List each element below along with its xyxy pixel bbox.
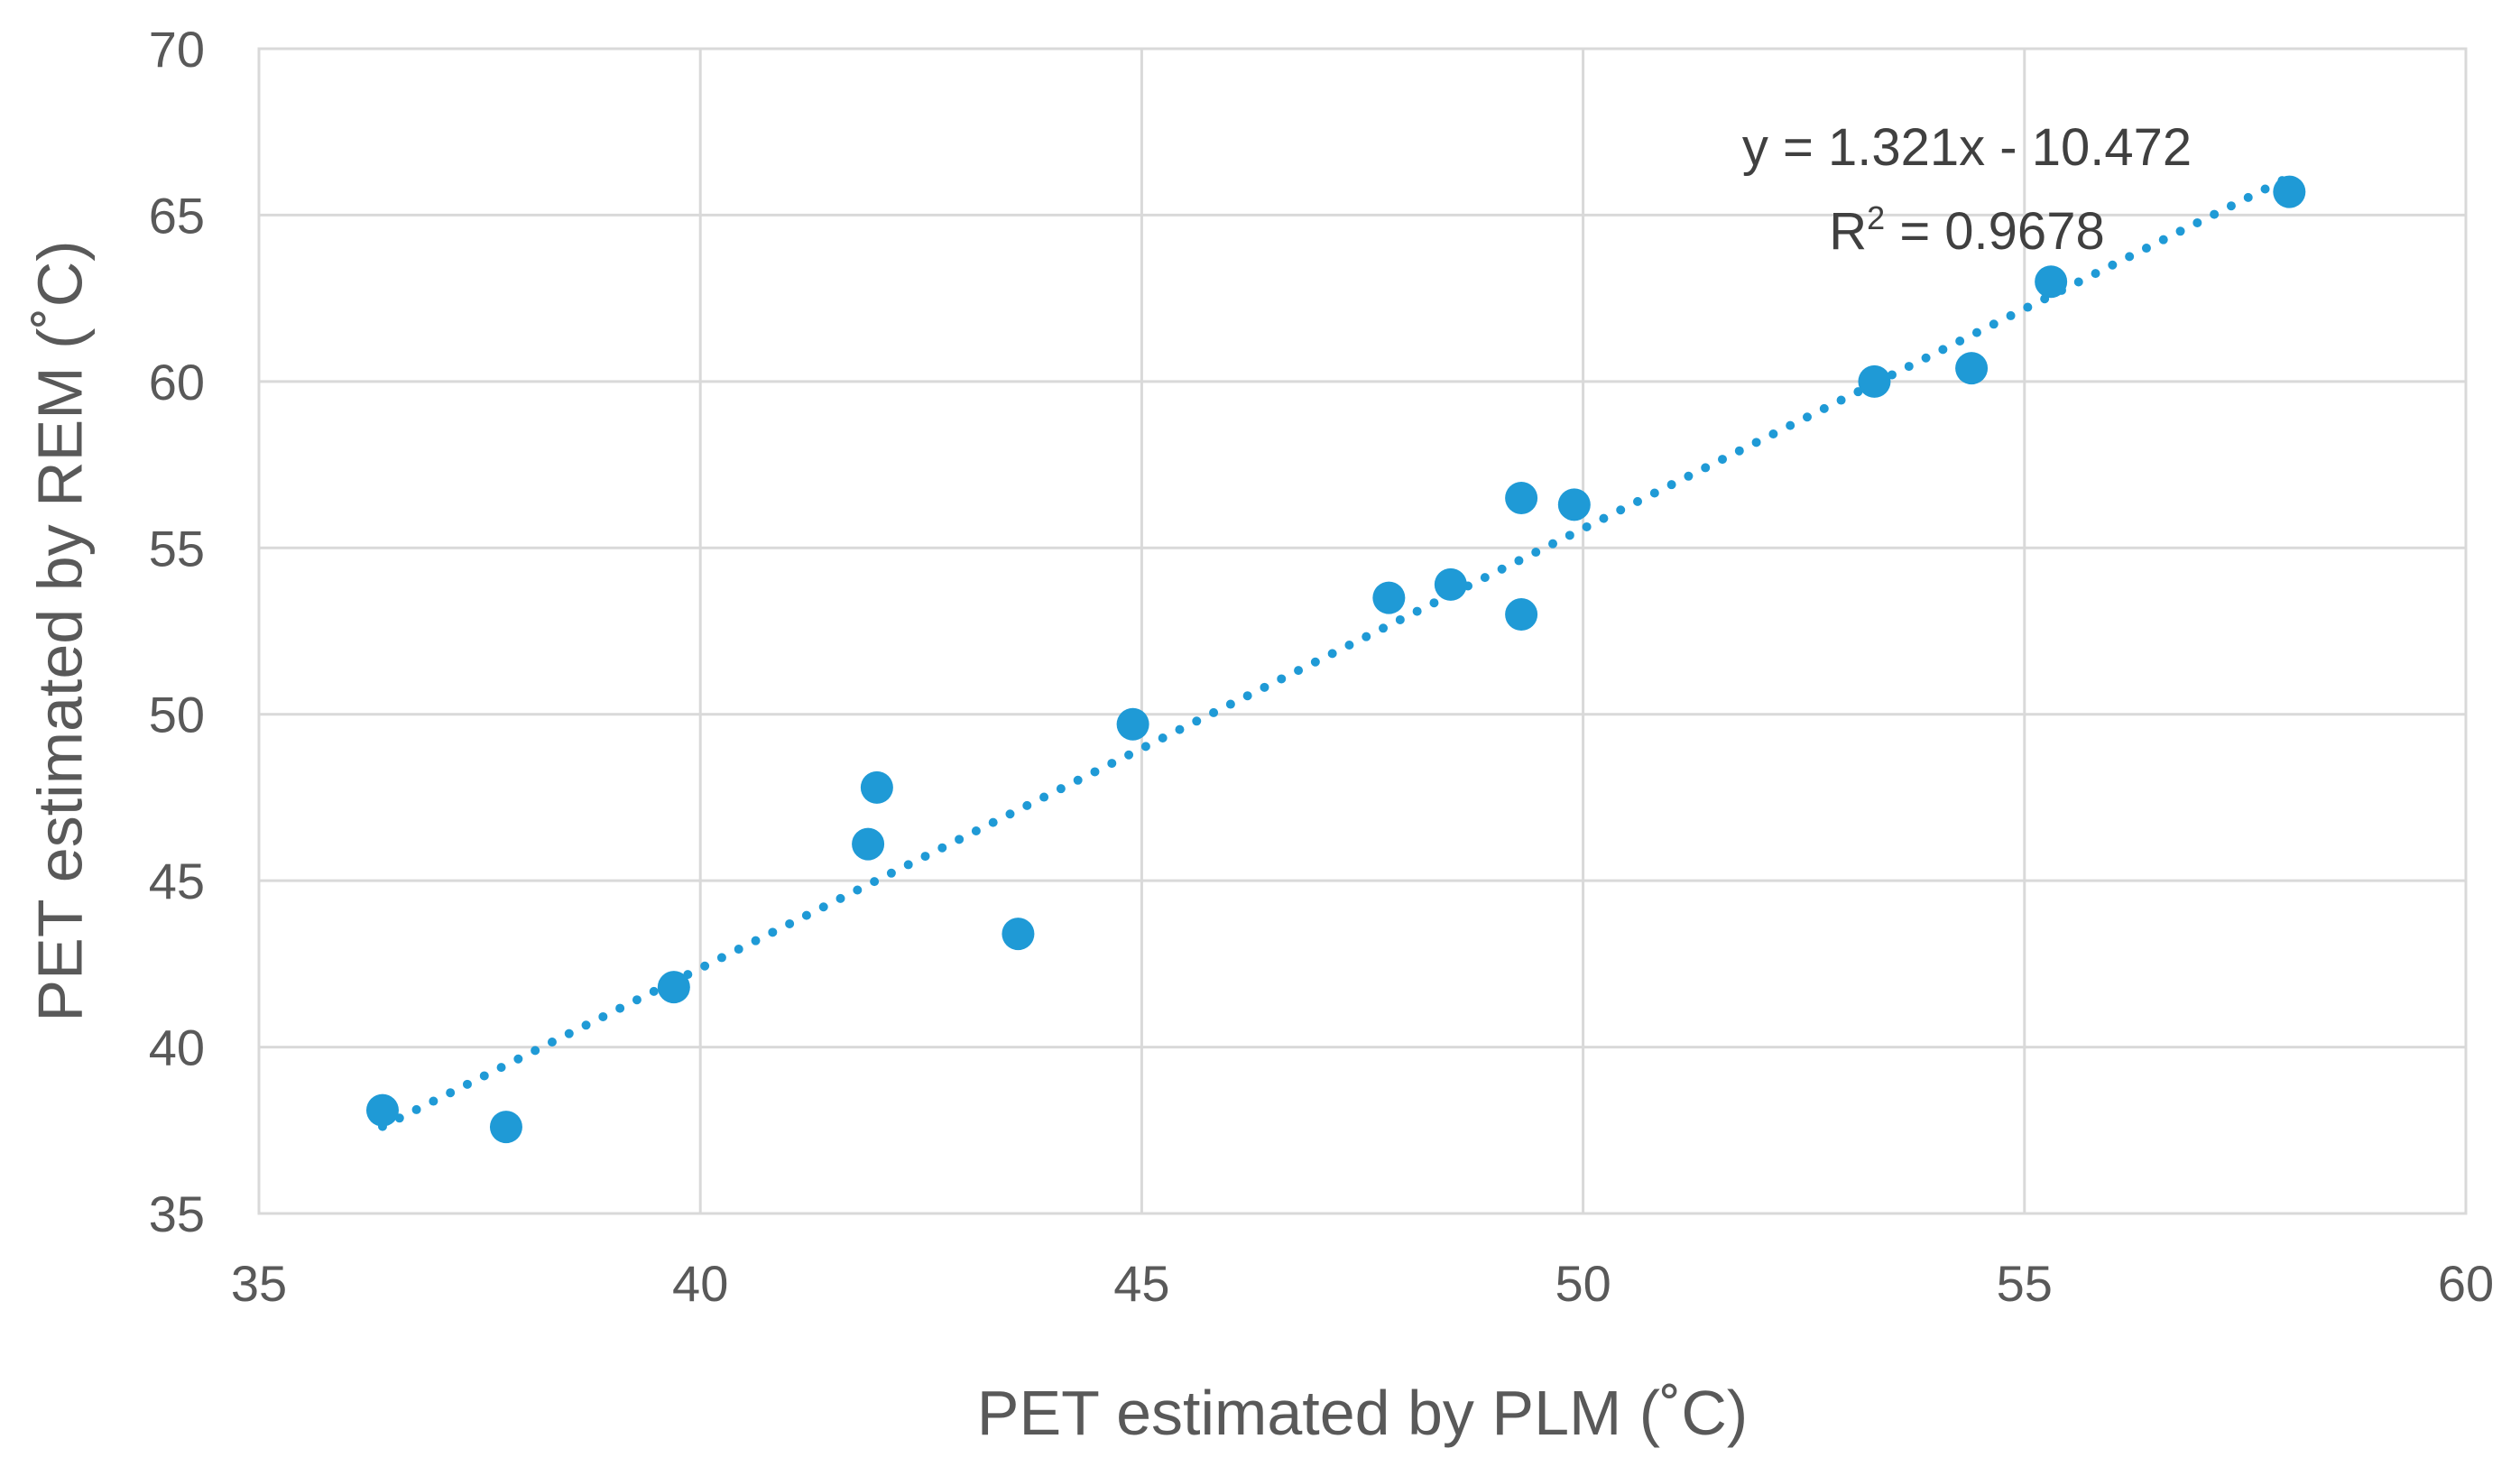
data-point [1505,598,1538,632]
data-point [1505,481,1538,514]
data-point [1858,364,1891,398]
data-point [365,1093,399,1127]
y-axis-title: PET estimated by REM (˚C) [24,240,95,1021]
y-tick-label: 60 [149,354,205,411]
y-tick-label: 55 [149,520,205,577]
plot-area-border [257,47,2468,1215]
y-axis-tick-labels: 35 40 45 50 55 60 65 70 [149,21,205,1242]
x-tick-label: 45 [1113,1255,1169,1312]
y-tick-label: 45 [149,853,205,909]
linear-trendline [377,172,2294,1131]
x-tick-label: 35 [231,1255,287,1312]
x-tick-label: 60 [2438,1255,2494,1312]
r-squared-value: = 0.9678 [1885,202,2105,261]
data-point [1372,581,1406,614]
data-points [365,175,2306,1144]
r-squared-label: R2 = 0.9678 [1829,199,2104,261]
data-point [2273,175,2306,208]
data-point [1434,567,1467,601]
x-tick-label: 40 [672,1255,728,1312]
data-point [657,971,690,1004]
x-axis-title: PET estimated by PLM (˚C) [977,1378,1749,1448]
x-tick-label: 55 [1997,1255,2053,1312]
y-tick-label: 65 [149,187,205,244]
data-point [2035,265,2068,299]
data-point [860,770,893,804]
x-tick-label: 50 [1555,1255,1611,1312]
data-point [852,827,885,861]
data-point [1955,352,1989,385]
y-tick-label: 70 [149,21,205,78]
data-point [1002,918,1035,951]
y-tick-label: 35 [149,1185,205,1242]
r-squared-superscript: 2 [1867,199,1885,236]
y-tick-label: 50 [149,687,205,743]
y-tick-label: 40 [149,1019,205,1076]
data-point [489,1111,522,1144]
x-axis-tick-labels: 35 40 45 50 55 60 [231,1255,2494,1312]
trendline-equation: y = 1.321x - 10.472 [1742,118,2192,177]
gridlines [259,49,2466,1213]
data-point [1116,707,1149,741]
r-squared-symbol: R [1829,202,1867,261]
data-point [1557,488,1591,521]
